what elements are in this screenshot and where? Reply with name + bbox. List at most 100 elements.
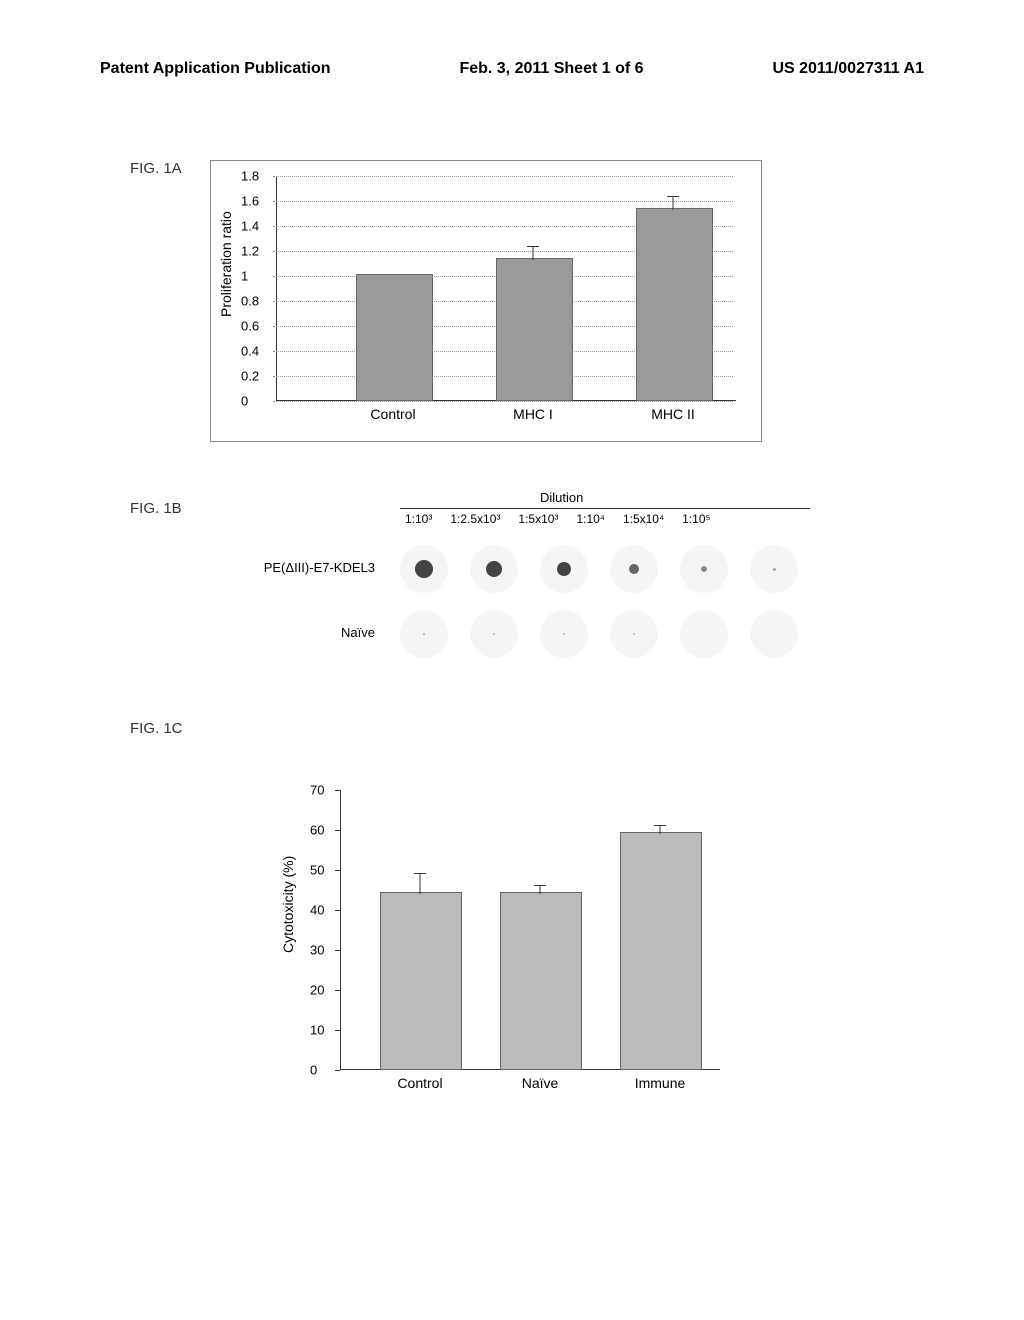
fig-1a-chart: Proliferation ratio 0 0.2 0.4 0.6 0.8 1 1.2 1.4… bbox=[210, 160, 762, 442]
page-header: Patent Application Publication Feb. 3, 2… bbox=[0, 0, 1024, 98]
dot bbox=[415, 560, 433, 578]
dot-well bbox=[610, 610, 658, 658]
fig-1c-plot-area: Cytotoxicity (%) 010203040506070 Control… bbox=[340, 790, 720, 1070]
tick-mark bbox=[335, 950, 340, 951]
dot bbox=[423, 633, 425, 635]
header-center: Feb. 3, 2011 Sheet 1 of 6 bbox=[459, 60, 643, 78]
dilution-header: Dilution bbox=[540, 490, 583, 505]
tick-mark bbox=[335, 870, 340, 871]
ytick-label: 40 bbox=[310, 903, 324, 918]
dot-well bbox=[680, 610, 728, 658]
xtick-label: Control bbox=[397, 1075, 442, 1091]
ytick-label: 0.6 bbox=[241, 319, 259, 334]
gridline bbox=[273, 201, 733, 202]
xtick-label: Naïve bbox=[522, 1075, 559, 1091]
ytick-label: 1.2 bbox=[241, 244, 259, 259]
dot-row bbox=[400, 610, 798, 658]
dot bbox=[486, 561, 502, 577]
fig-1c-ylabel: Cytotoxicity (%) bbox=[280, 856, 296, 953]
xtick-label: MHC II bbox=[651, 406, 695, 422]
dot bbox=[773, 568, 776, 571]
fig-1a-ylabel: Proliferation ratio bbox=[218, 211, 234, 317]
fig-1a-yaxis bbox=[276, 176, 277, 401]
fig-1a-plot-area: Proliferation ratio 00.20.40.60.811.21.4… bbox=[276, 176, 736, 401]
dilution-value: 1:10⁵ bbox=[682, 512, 710, 526]
dot-well bbox=[680, 545, 728, 593]
ytick-label: 50 bbox=[310, 863, 324, 878]
error-cap bbox=[414, 873, 426, 874]
dot bbox=[701, 566, 707, 572]
dilution-value: 1:5x10³ bbox=[518, 512, 558, 526]
dot-well bbox=[540, 610, 588, 658]
ytick-label: 1.8 bbox=[241, 169, 259, 184]
dot-row bbox=[400, 545, 798, 593]
bar bbox=[496, 258, 573, 401]
ytick-label: 60 bbox=[310, 823, 324, 838]
gridline bbox=[273, 401, 733, 402]
dilution-labels: 1:10³ 1:2.5x10³ 1:5x10³ 1:10⁴ 1:5x10⁴ 1:10⁵ bbox=[405, 512, 710, 526]
dot-well bbox=[540, 545, 588, 593]
error-bar bbox=[533, 247, 534, 260]
header-left: Patent Application Publication bbox=[100, 60, 331, 78]
bar bbox=[356, 274, 433, 401]
dot-well bbox=[610, 545, 658, 593]
error-bar bbox=[673, 197, 674, 210]
ytick-label: 0.4 bbox=[241, 344, 259, 359]
dot-well bbox=[400, 545, 448, 593]
tick-mark bbox=[335, 790, 340, 791]
dot bbox=[563, 633, 565, 635]
row-label: Naïve bbox=[210, 625, 375, 640]
tick-mark bbox=[335, 1030, 340, 1031]
dilution-value: 1:10⁴ bbox=[576, 512, 605, 526]
tick-mark bbox=[335, 990, 340, 991]
dot-well bbox=[750, 610, 798, 658]
dot bbox=[493, 633, 495, 635]
dilution-value: 1:5x10⁴ bbox=[623, 512, 664, 526]
tick-mark bbox=[335, 1070, 340, 1071]
dot-well bbox=[750, 545, 798, 593]
header-right: US 2011/0027311 A1 bbox=[772, 60, 924, 78]
dot-well bbox=[470, 545, 518, 593]
ytick-label: 1.4 bbox=[241, 219, 259, 234]
fig-1b-label: FIG. 1B bbox=[130, 500, 182, 518]
fig-1c-yaxis bbox=[340, 790, 341, 1070]
error-bar bbox=[660, 826, 661, 834]
error-cap bbox=[534, 885, 546, 886]
ytick-label: 1 bbox=[241, 269, 248, 284]
dot bbox=[557, 562, 571, 576]
error-bar bbox=[540, 886, 541, 894]
dot bbox=[629, 564, 639, 574]
row-label: PE(ΔIII)-E7-KDEL3 bbox=[210, 560, 375, 575]
xtick-label: Immune bbox=[635, 1075, 686, 1091]
ytick-label: 0 bbox=[310, 1063, 317, 1078]
fig-1c-label: FIG. 1C bbox=[130, 720, 183, 738]
error-cap bbox=[667, 196, 679, 197]
ytick-label: 0 bbox=[241, 394, 248, 409]
dot-well bbox=[400, 610, 448, 658]
dot bbox=[633, 633, 635, 635]
dilution-value: 1:2.5x10³ bbox=[450, 512, 500, 526]
bar bbox=[636, 208, 713, 401]
tick-mark bbox=[335, 910, 340, 911]
ytick-label: 10 bbox=[310, 1023, 324, 1038]
error-bar bbox=[420, 874, 421, 894]
fig-1a-label: FIG. 1A bbox=[130, 160, 182, 178]
dilution-line bbox=[400, 508, 810, 509]
xtick-label: MHC I bbox=[513, 406, 553, 422]
dot-well bbox=[470, 610, 518, 658]
error-cap bbox=[527, 246, 539, 247]
ytick-label: 1.6 bbox=[241, 194, 259, 209]
gridline bbox=[273, 176, 733, 177]
bar bbox=[500, 892, 582, 1070]
ytick-label: 70 bbox=[310, 783, 324, 798]
dilution-value: 1:10³ bbox=[405, 512, 432, 526]
tick-mark bbox=[335, 830, 340, 831]
page: Patent Application Publication Feb. 3, 2… bbox=[0, 0, 1024, 1320]
ytick-label: 0.8 bbox=[241, 294, 259, 309]
bar bbox=[380, 892, 462, 1070]
xtick-label: Control bbox=[370, 406, 415, 422]
ytick-label: 0.2 bbox=[241, 369, 259, 384]
ytick-label: 30 bbox=[310, 943, 324, 958]
bar bbox=[620, 832, 702, 1070]
error-cap bbox=[654, 825, 666, 826]
